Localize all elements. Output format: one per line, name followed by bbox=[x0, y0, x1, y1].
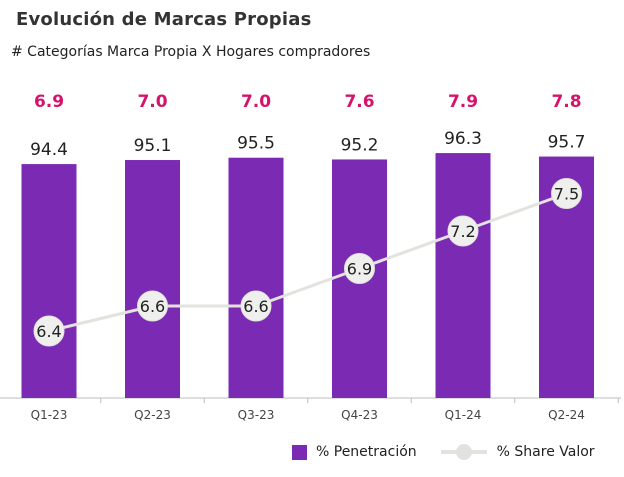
share-valor-label: 6.4 bbox=[36, 322, 61, 341]
bar-value-label: 95.7 bbox=[548, 133, 586, 153]
bar-value-label: 95.2 bbox=[341, 135, 379, 155]
share-valor-point bbox=[137, 290, 168, 322]
legend-share-valor: % Share Valor bbox=[496, 444, 595, 460]
share-valor-point bbox=[344, 253, 375, 284]
top-label: 7.9 bbox=[448, 92, 478, 112]
legend-line-swatch bbox=[440, 444, 487, 460]
top-label: 7.8 bbox=[551, 92, 581, 112]
x-tick-label: Q2-23 bbox=[134, 408, 171, 422]
x-tick-label: Q1-23 bbox=[31, 408, 68, 422]
bar-penetracion bbox=[125, 160, 180, 398]
bar-penetracion bbox=[435, 153, 491, 398]
legend: % Penetración % Share Valor bbox=[292, 444, 595, 460]
share-valor-point bbox=[33, 315, 65, 347]
top-label: 6.9 bbox=[34, 92, 64, 112]
top-label: 7.0 bbox=[137, 92, 167, 112]
bar-value-label: 95.5 bbox=[237, 134, 275, 154]
x-tick-label: Q4-23 bbox=[341, 408, 378, 422]
bar-value-label: 95.1 bbox=[134, 136, 172, 156]
x-tick-label: Q3-23 bbox=[238, 408, 275, 422]
share-valor-label: 7.5 bbox=[554, 185, 579, 204]
legend-bar-swatch bbox=[292, 444, 307, 460]
x-tick-label: Q1-24 bbox=[445, 408, 482, 422]
top-label: 7.6 bbox=[344, 92, 374, 112]
bar-penetracion bbox=[228, 157, 284, 398]
share-valor-point bbox=[447, 215, 479, 247]
chart-subtitle: # Categorías Marca Propia X Hogares comp… bbox=[11, 44, 371, 60]
share-valor-label: 6.6 bbox=[243, 297, 268, 316]
share-valor-label: 7.2 bbox=[450, 222, 475, 241]
bar-value-label: 96.3 bbox=[444, 129, 482, 149]
share-valor-point bbox=[551, 178, 582, 209]
x-tick-label: Q2-24 bbox=[548, 408, 585, 422]
share-valor-line bbox=[48, 192, 568, 333]
share-valor-label: 6.9 bbox=[347, 260, 372, 279]
legend-penetracion: % Penetración bbox=[316, 444, 417, 460]
bar-value-label: 94.4 bbox=[30, 140, 68, 160]
bar-penetracion bbox=[21, 164, 77, 398]
top-label: 7.0 bbox=[241, 92, 271, 112]
chart-title: Evolución de Marcas Propias bbox=[16, 9, 312, 30]
share-valor-label: 6.6 bbox=[140, 297, 165, 316]
share-valor-point bbox=[240, 290, 272, 322]
